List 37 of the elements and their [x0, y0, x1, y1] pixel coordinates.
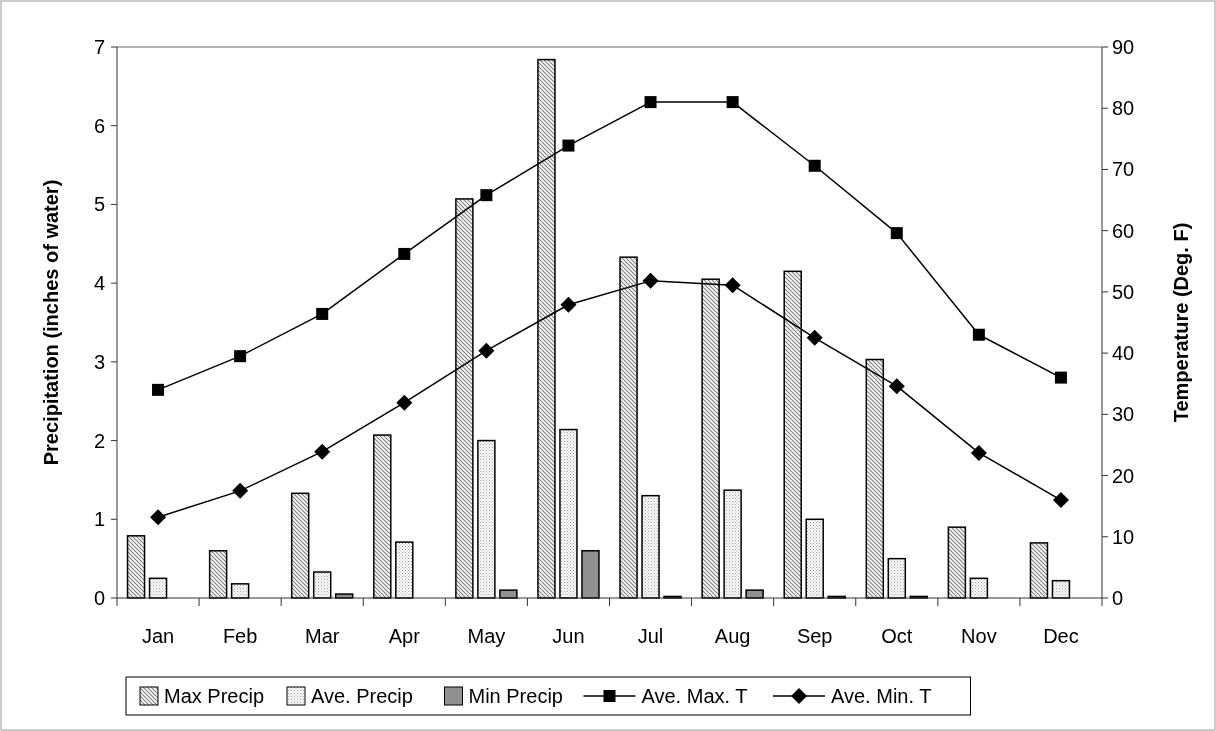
x-tick-label: Sep [796, 625, 833, 647]
x-tick-label: Oct [881, 625, 913, 647]
y2-tick-label: 80 [1112, 97, 1135, 120]
x-tick-label: May [467, 625, 506, 647]
y-tick-label: 0 [93, 587, 105, 609]
y2-tick-label: 40 [1112, 342, 1135, 365]
x-tick-label: Jun [552, 625, 585, 647]
legend-label: Ave. Precip [311, 685, 413, 707]
y-axis-title: Precipitation (inches of water) [40, 179, 62, 466]
y-tick-label: 6 [93, 114, 105, 137]
y2-tick-label: 70 [1112, 158, 1135, 181]
y2-tick-label: 20 [1112, 464, 1135, 487]
legend-label: Ave. Max. T [641, 685, 748, 707]
y2-axis-title: Temperature (Deg. F) [1170, 222, 1192, 423]
x-tick-label: Nov [961, 625, 997, 647]
y-tick-label: 4 [93, 272, 105, 295]
y2-tick-label: 60 [1112, 219, 1135, 242]
y2-tick-label: 30 [1112, 403, 1135, 426]
x-tick-label: Dec [1043, 625, 1079, 647]
y2-tick-label: 0 [1112, 587, 1124, 609]
y-tick-label: 5 [93, 193, 105, 216]
y-tick-label: 7 [93, 36, 105, 58]
y-tick-label: 3 [93, 350, 105, 373]
y2-tick-label: 10 [1112, 525, 1135, 548]
x-tick-label: Mar [304, 625, 340, 647]
x-tick-label: Jul [637, 625, 664, 647]
legend-label: Max Precip [164, 685, 265, 707]
y-tick-label: 1 [93, 508, 105, 531]
x-tick-label: Feb [222, 625, 258, 647]
x-tick-label: Jan [141, 625, 175, 647]
legend-label: Min Precip [468, 685, 563, 707]
legend-label: Ave. Min. T [831, 685, 932, 707]
y-tick-label: 2 [93, 429, 105, 452]
x-tick-label: Apr [388, 625, 421, 647]
x-tick-label: Aug [714, 625, 751, 647]
y2-tick-label: 90 [1112, 36, 1135, 58]
y2-tick-label: 50 [1112, 280, 1135, 303]
